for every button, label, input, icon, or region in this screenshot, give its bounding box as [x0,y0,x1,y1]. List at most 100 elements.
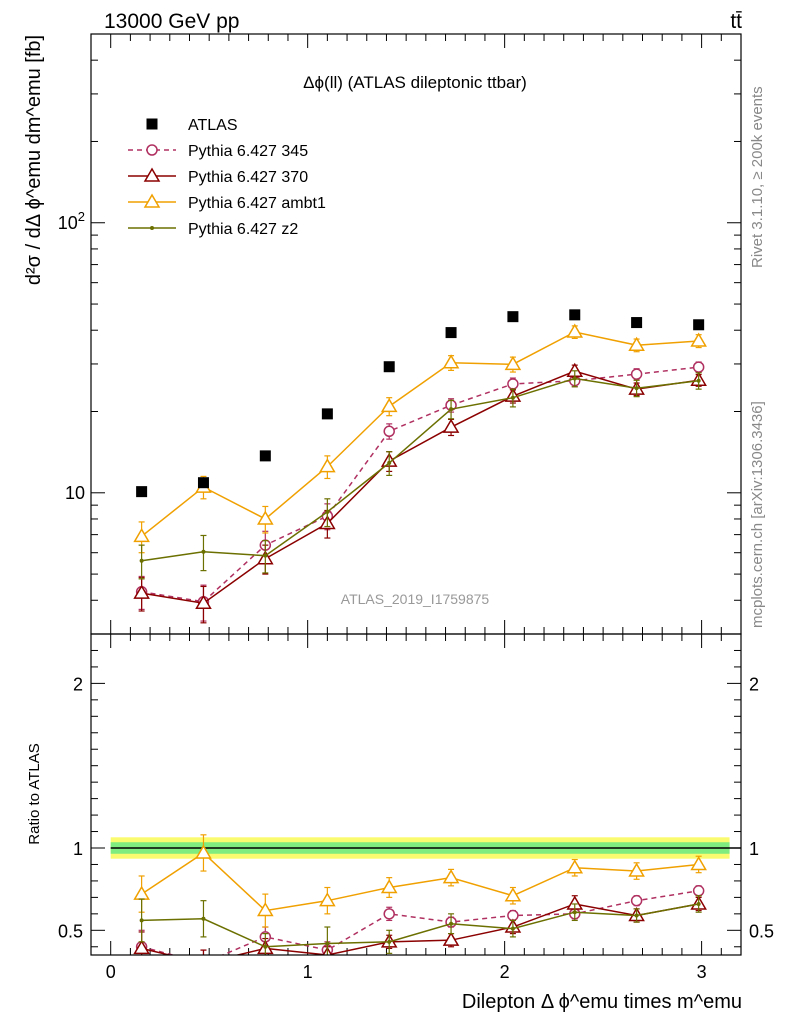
data-point [139,558,144,563]
ratio-series-pythia-6-427-345 [135,885,705,968]
rivet-label: Rivet 3.1.10, ≥ 200k events [749,86,766,268]
ratio-series-pythia-6-427-370 [133,895,707,955]
data-point [442,354,460,369]
data-point [504,355,522,371]
ratio-series-line [141,903,699,948]
data-point [133,527,150,543]
data-point [507,311,519,323]
ratio-data-point [133,885,150,900]
ratio-data-point [133,939,150,955]
ratio-data-point [319,892,336,907]
data-point [566,323,584,338]
data-point [383,425,395,438]
series-pythia-6-427-z2 [138,370,702,580]
data-point [136,486,148,498]
data-point [569,309,581,321]
ratio-data-point [566,859,584,874]
ratio-data-point [201,916,206,921]
data-point [628,336,645,351]
ratio-series-line [141,903,699,955]
legend-item: ATLAS [146,117,238,134]
data-point [696,378,701,383]
ratio-data-point [257,902,274,917]
legend-item: Pythia 6.427 370 [128,167,308,186]
legend-marker [146,144,158,156]
ratio-data-point [195,844,212,859]
data-point [319,458,336,473]
data-point [195,594,212,609]
series-line [141,366,699,603]
legend-label: Pythia 6.427 370 [188,169,308,186]
data-point [442,418,460,433]
legend: ATLAS Pythia 6.427 345 Pythia 6.427 370 Pyt… [128,117,326,238]
ratio-data-point [325,941,330,946]
ratio-series-pythia-6-427-z2 [138,895,702,955]
ratio-y-tick-label-right: 0.5 [749,921,774,941]
ratio-data-point [442,931,460,946]
ratio-panel: Ratio to ATLAS Dilepton Δ ϕ^emu times m^… [26,633,774,1013]
ratio-y-tick-label-right: 2 [749,674,759,694]
data-point [692,361,705,373]
ratio-data-point [690,855,707,871]
ratio-data-point [510,926,515,931]
data-point [383,361,395,373]
ratio-series-line [141,851,699,912]
ratio-data-point [198,958,208,968]
data-point [510,395,515,400]
legend-item: Pythia 6.427 345 [128,143,308,160]
ratio-data-point [634,913,639,918]
data-point [201,549,206,554]
legend-label: ATLAS [188,117,238,134]
data-point [572,376,577,381]
energy-label: 13000 GeV pp [104,10,239,33]
watermark: ATLAS_2019_I1759875 [341,591,490,607]
data-point [630,368,643,380]
series-atlas [136,309,705,498]
data-point [321,408,333,420]
series-line [141,331,699,537]
data-point [263,553,268,558]
data-point [693,319,705,331]
legend-marker [150,226,154,230]
main-y-axis-label: d²σ / dΔ ϕ^emu dm^emu [fb] [23,35,45,285]
ratio-data-point [139,918,144,923]
series-pythia-6-427-ambt1 [133,323,707,554]
data-point [325,509,330,514]
legend-label: Pythia 6.427 345 [188,143,308,160]
legend-marker [143,193,161,208]
ratio-frame [90,633,742,956]
ratio-y-tick-label: 1 [73,839,83,859]
ratio-series-pythia-6-427-ambt1 [133,834,707,928]
ratio-y-tick-label: 2 [73,674,83,694]
ratio-data-point [263,944,268,949]
mcplots-label: mcplots.cern.ch [arXiv:1306.3436] [749,401,766,628]
main-title: Δϕ(ll) (ATLAS dileptonic ttbar) [303,73,527,92]
ratio-data-point [696,901,701,906]
data-point [507,378,519,390]
data-point [631,317,643,329]
ratio-data-point [449,921,454,926]
legend-marker [143,167,161,182]
ratio-data-point [203,954,204,955]
ratio-data-point [504,887,522,902]
legend-label: Pythia 6.427 ambt1 [188,195,326,212]
ratio-data-point [572,910,577,915]
legend-label: Pythia 6.427 z2 [188,221,298,238]
legend-item: Pythia 6.427 z2 [128,221,298,238]
data-point [449,407,454,412]
data-point [380,397,398,413]
series-pythia-6-427-370 [133,362,707,624]
main-y-tick-label: 10 [65,483,85,503]
main-y-tick-label: 102 [58,209,85,233]
ratio-y-tick-label-right: 1 [749,839,759,859]
ratio-data-point [380,879,398,894]
ratio-series-line [141,890,699,955]
x-tick-label: 3 [697,962,707,982]
x-tick-label: 1 [303,962,313,982]
ratio-data-point [692,885,705,897]
ratio-data-point [628,862,645,877]
data-point [690,332,707,347]
data-point [197,477,209,489]
ratio-y-axis-label: Ratio to ATLAS [26,743,43,844]
